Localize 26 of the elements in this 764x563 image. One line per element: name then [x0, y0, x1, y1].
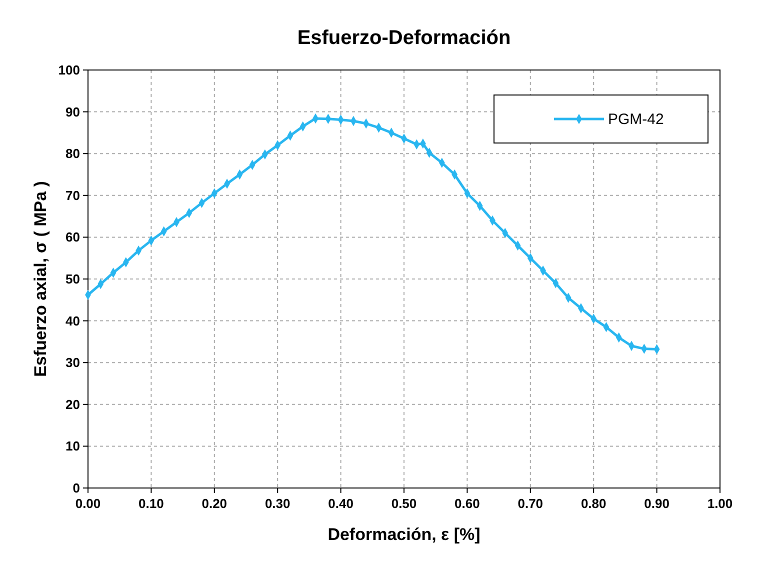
- x-axis-title: Deformación, ε [%]: [328, 525, 480, 544]
- x-tick-label: 0.10: [138, 496, 164, 511]
- y-tick-label: 40: [66, 313, 80, 328]
- x-tick-label: 0.50: [391, 496, 417, 511]
- y-tick-label: 30: [66, 355, 80, 370]
- y-tick-label: 90: [66, 104, 80, 120]
- chart-title: Esfuerzo-Deformación: [297, 27, 511, 49]
- y-axis-title: Esfuerzo axial, σ ( MPa ): [31, 181, 50, 377]
- x-tick-label: 0.80: [580, 496, 606, 511]
- y-tick-label: 80: [66, 146, 80, 162]
- x-tick-label: 0.70: [518, 496, 544, 511]
- y-tick-label: 50: [66, 272, 80, 286]
- y-tick-label: 20: [66, 396, 80, 412]
- x-tick-label: 0.30: [264, 496, 290, 511]
- y-tick-label: 10: [66, 438, 80, 454]
- x-tick-label: 0.20: [202, 496, 228, 511]
- y-tick-label: 60: [66, 230, 80, 245]
- x-tick-label: 0.00: [75, 496, 101, 511]
- y-tick-label: 100: [58, 62, 80, 78]
- y-tick-label: 70: [66, 188, 80, 203]
- x-tick-label: 0.90: [644, 496, 670, 511]
- legend-label: PGM-42: [608, 111, 664, 128]
- x-tick-label: 0.60: [454, 496, 480, 511]
- x-tick-label: 0.40: [328, 496, 354, 511]
- x-tick-label: 1.00: [707, 496, 733, 511]
- y-tick-label: 0: [72, 480, 80, 496]
